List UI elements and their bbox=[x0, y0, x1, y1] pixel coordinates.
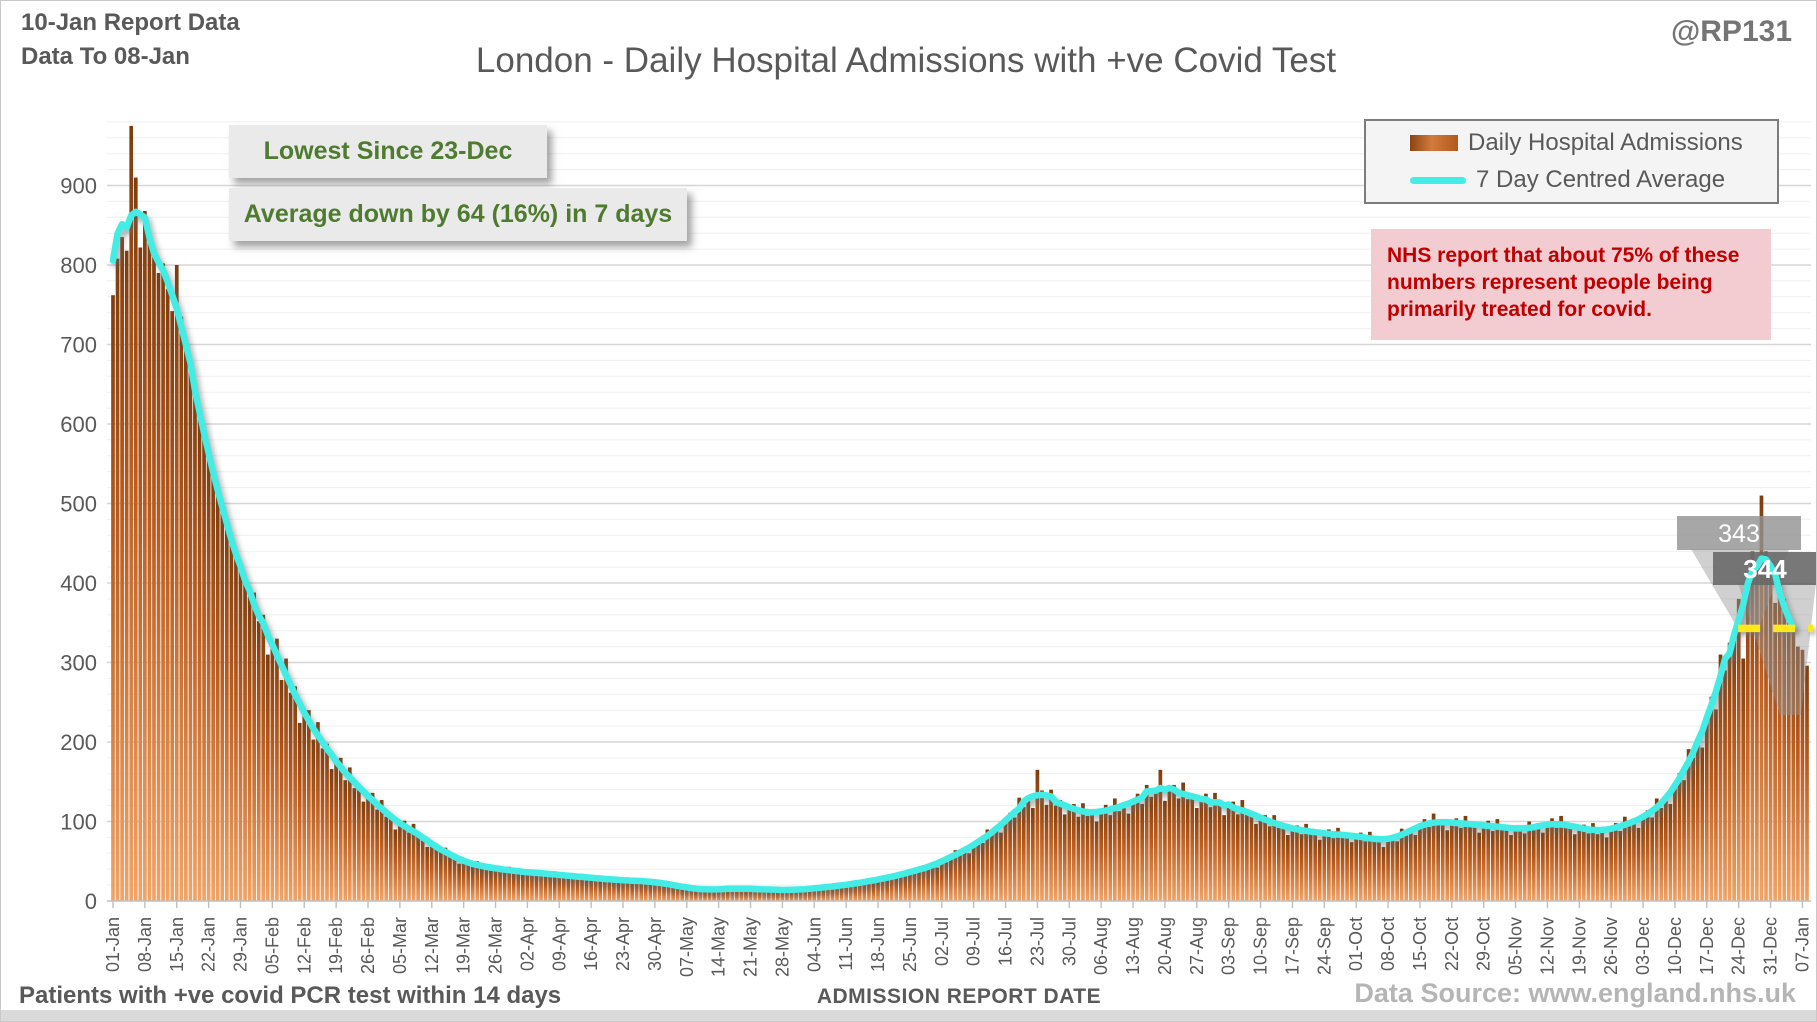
svg-text:300: 300 bbox=[60, 651, 97, 676]
x-axis-title: ADMISSION REPORT DATE bbox=[816, 985, 1102, 1008]
svg-text:20-Aug: 20-Aug bbox=[1155, 917, 1175, 975]
legend-bars-label: Daily Hospital Admissions bbox=[1468, 129, 1743, 156]
svg-text:800: 800 bbox=[60, 253, 97, 278]
svg-text:01-Jan: 01-Jan bbox=[103, 917, 123, 972]
y-axis-labels: 0 100 200 300 400 500 600 700 800 900 bbox=[60, 174, 97, 915]
bar-series-swatch bbox=[1410, 135, 1458, 151]
svg-text:10-Sep: 10-Sep bbox=[1251, 917, 1271, 975]
svg-text:400: 400 bbox=[60, 571, 97, 596]
svg-text:10-Dec: 10-Dec bbox=[1665, 917, 1685, 975]
svg-text:17-Dec: 17-Dec bbox=[1697, 917, 1717, 975]
svg-text:03-Dec: 03-Dec bbox=[1633, 917, 1653, 975]
svg-text:26-Nov: 26-Nov bbox=[1601, 917, 1621, 975]
svg-text:900: 900 bbox=[60, 174, 97, 199]
svg-text:30-Jul: 30-Jul bbox=[1059, 917, 1079, 966]
svg-text:11-Jun: 11-Jun bbox=[836, 917, 856, 971]
svg-text:26-Mar: 26-Mar bbox=[486, 917, 506, 974]
svg-text:100: 100 bbox=[60, 810, 97, 835]
svg-text:19-Nov: 19-Nov bbox=[1569, 917, 1589, 975]
svg-text:0: 0 bbox=[85, 889, 97, 914]
svg-text:03-Sep: 03-Sep bbox=[1219, 917, 1239, 975]
svg-text:700: 700 bbox=[60, 333, 97, 358]
svg-text:23-Jul: 23-Jul bbox=[1027, 917, 1047, 966]
svg-text:09-Apr: 09-Apr bbox=[549, 917, 569, 971]
svg-text:21-May: 21-May bbox=[741, 917, 761, 977]
svg-text:26-Feb: 26-Feb bbox=[358, 917, 378, 974]
svg-text:12-Feb: 12-Feb bbox=[294, 917, 314, 974]
svg-text:19-Mar: 19-Mar bbox=[454, 917, 474, 974]
svg-text:09-Jul: 09-Jul bbox=[964, 917, 984, 966]
author-handle: @RP131 bbox=[1671, 15, 1792, 48]
svg-text:24-Sep: 24-Sep bbox=[1314, 917, 1334, 975]
svg-text:17-Sep: 17-Sep bbox=[1282, 917, 1302, 975]
average-change-text: Average down by 64 (16%) in 7 days bbox=[243, 200, 673, 228]
legend-row-line: 7 Day Centred Average bbox=[1410, 166, 1777, 194]
svg-text:29-Oct: 29-Oct bbox=[1474, 917, 1494, 971]
svg-text:05-Nov: 05-Nov bbox=[1506, 917, 1526, 975]
svg-text:12-Mar: 12-Mar bbox=[422, 917, 442, 974]
svg-text:14-May: 14-May bbox=[709, 917, 729, 977]
svg-text:13-Aug: 13-Aug bbox=[1123, 917, 1143, 975]
svg-text:16-Jul: 16-Jul bbox=[996, 917, 1016, 966]
svg-text:500: 500 bbox=[60, 492, 97, 517]
svg-text:06-Aug: 06-Aug bbox=[1091, 917, 1111, 975]
svg-text:27-Aug: 27-Aug bbox=[1187, 917, 1207, 975]
svg-text:29-Jan: 29-Jan bbox=[231, 917, 251, 972]
svg-text:200: 200 bbox=[60, 730, 97, 755]
svg-text:07-Jan: 07-Jan bbox=[1792, 917, 1812, 972]
svg-text:18-Jun: 18-Jun bbox=[868, 917, 888, 972]
line-series-swatch bbox=[1410, 176, 1466, 184]
svg-text:22-Jan: 22-Jan bbox=[199, 917, 219, 972]
svg-text:15-Oct: 15-Oct bbox=[1410, 917, 1430, 971]
svg-text:343: 343 bbox=[1718, 520, 1760, 548]
svg-text:19-Feb: 19-Feb bbox=[326, 917, 346, 974]
svg-text:25-Jun: 25-Jun bbox=[900, 917, 920, 972]
bottom-window-strip bbox=[1, 1010, 1816, 1021]
svg-text:12-Nov: 12-Nov bbox=[1537, 917, 1557, 975]
legend-line-label: 7 Day Centred Average bbox=[1476, 166, 1726, 193]
seven-day-average-line bbox=[109, 208, 1797, 894]
data-source: Data Source: www.england.nhs.uk bbox=[1354, 978, 1796, 1008]
svg-text:07-May: 07-May bbox=[677, 917, 697, 977]
svg-text:02-Apr: 02-Apr bbox=[517, 917, 537, 971]
svg-text:08-Jan: 08-Jan bbox=[135, 917, 155, 972]
svg-text:05-Feb: 05-Feb bbox=[262, 917, 282, 974]
lowest-since-text: Lowest Since 23-Dec bbox=[263, 137, 513, 165]
daily-admissions-bars bbox=[111, 125, 1809, 902]
svg-text:28-May: 28-May bbox=[772, 917, 792, 977]
svg-text:24-Dec: 24-Dec bbox=[1729, 917, 1749, 975]
svg-text:31-Dec: 31-Dec bbox=[1761, 917, 1781, 975]
svg-text:01-Oct: 01-Oct bbox=[1346, 917, 1366, 971]
svg-text:22-Oct: 22-Oct bbox=[1442, 917, 1462, 971]
svg-text:344: 344 bbox=[1743, 554, 1787, 584]
x-axis: 01-Jan 08-Jan 15-Jan 22-Jan 29-Jan 05-Feb 12-F… bbox=[103, 900, 1812, 977]
average-change-annotation: Average down by 64 (16%) in 7 days bbox=[229, 188, 687, 241]
lowest-since-annotation: Lowest Since 23-Dec bbox=[229, 125, 547, 178]
svg-text:600: 600 bbox=[60, 412, 97, 437]
page-title: London - Daily Hospital Admissions with … bbox=[475, 41, 1337, 80]
svg-text:15-Jan: 15-Jan bbox=[167, 917, 187, 972]
svg-text:30-Apr: 30-Apr bbox=[645, 917, 665, 971]
legend-row-bars: Daily Hospital Admissions bbox=[1410, 129, 1777, 157]
svg-text:08-Oct: 08-Oct bbox=[1378, 917, 1398, 971]
svg-text:02-Jul: 02-Jul bbox=[932, 917, 952, 966]
svg-text:05-Mar: 05-Mar bbox=[390, 917, 410, 974]
nhs-note: NHS report that about 75% of these numbe… bbox=[1371, 229, 1771, 340]
svg-text:04-Jun: 04-Jun bbox=[804, 917, 824, 972]
svg-text:23-Apr: 23-Apr bbox=[613, 917, 633, 971]
report-date-line1: 10-Jan Report Data bbox=[21, 9, 240, 36]
report-date-line2: Data To 08-Jan bbox=[21, 43, 190, 70]
svg-text:16-Apr: 16-Apr bbox=[581, 917, 601, 971]
pcr-test-note: Patients with +ve covid PCR test within … bbox=[19, 982, 562, 1009]
legend: Daily Hospital Admissions 7 Day Centred … bbox=[1364, 119, 1779, 204]
